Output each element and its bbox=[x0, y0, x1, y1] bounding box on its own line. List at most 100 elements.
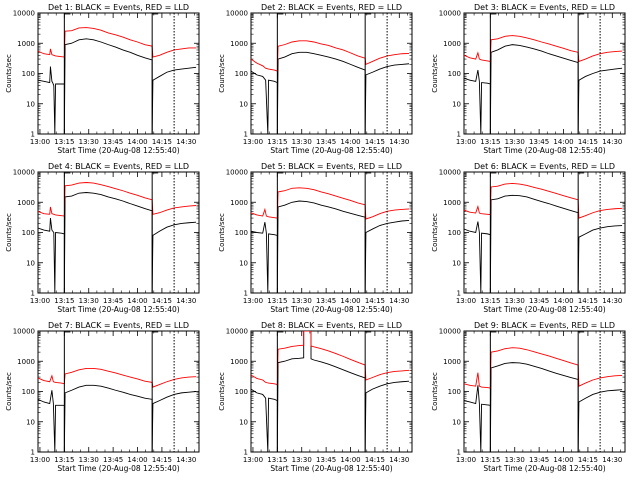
y-tick-label: 10 bbox=[26, 259, 35, 267]
y-axis-label: Counts/sec bbox=[5, 372, 13, 411]
x-tick-label: 13:45 bbox=[103, 138, 123, 146]
panel-title: Det 5: BLACK = Events, RED = LLD bbox=[261, 162, 402, 171]
x-tick-label: 13:00 bbox=[456, 456, 476, 464]
x-tick-label: 13:45 bbox=[103, 297, 123, 305]
x-tick-label: 14:30 bbox=[389, 297, 409, 305]
x-tick-label: 13:15 bbox=[267, 297, 287, 305]
y-tick-label: 1000 bbox=[230, 358, 248, 366]
x-tick-label: 13:00 bbox=[243, 297, 263, 305]
panel-2: 1 10 100 1000 10000 13:00 13:15 13:30 13:45 14:00… bbox=[218, 3, 413, 155]
panel-9: 1 10 100 1000 10000 13:00 13:15 13:30 13:45 14:00… bbox=[431, 321, 626, 473]
y-tick-label: 10000 bbox=[13, 10, 35, 18]
y-axis-label: Counts/sec bbox=[218, 213, 226, 252]
y-tick-label: 100 bbox=[235, 229, 248, 237]
series-lld-line bbox=[38, 367, 197, 388]
series-lld-line bbox=[38, 27, 197, 58]
y-tick-label: 1 bbox=[31, 290, 35, 298]
x-tick-label: 13:45 bbox=[529, 456, 549, 464]
series-lld-line bbox=[251, 40, 410, 72]
x-tick-label: 14:00 bbox=[553, 138, 573, 146]
y-tick-label: 100 bbox=[235, 70, 248, 78]
y-tick-label: 1000 bbox=[17, 40, 35, 48]
series-events-line bbox=[38, 38, 197, 134]
y-tick-label: 1000 bbox=[230, 199, 248, 207]
x-tick-label: 13:15 bbox=[54, 297, 74, 305]
x-tick-label: 14:00 bbox=[127, 297, 147, 305]
x-tick-label: 13:15 bbox=[480, 297, 500, 305]
panel-title: Det 6: BLACK = Events, RED = LLD bbox=[474, 162, 615, 171]
plot-frame bbox=[37, 330, 200, 453]
series-events-line bbox=[464, 44, 623, 134]
x-tick-label: 14:15 bbox=[578, 297, 598, 305]
y-tick-label: 10000 bbox=[226, 328, 248, 336]
x-tick-label: 14:15 bbox=[578, 138, 598, 146]
y-tick-label: 100 bbox=[235, 388, 248, 396]
y-tick-label: 10 bbox=[26, 418, 35, 426]
panel-4: 1 10 100 1000 10000 13:00 13:15 13:30 13:45 14:00… bbox=[5, 162, 200, 314]
x-tick-label: 13:30 bbox=[292, 456, 312, 464]
x-tick-label: 13:00 bbox=[243, 138, 263, 146]
plot-frame bbox=[250, 330, 413, 453]
y-tick-label: 10000 bbox=[439, 169, 461, 177]
y-tick-label: 10 bbox=[452, 259, 461, 267]
x-tick-label: 14:15 bbox=[365, 138, 385, 146]
series-events-line bbox=[251, 200, 410, 293]
series-events-line bbox=[251, 331, 410, 452]
x-tick-label: 14:30 bbox=[389, 456, 409, 464]
panel-6: 1 10 100 1000 10000 13:00 13:15 13:30 13:45 14:00… bbox=[431, 162, 626, 314]
y-tick-label: 10000 bbox=[439, 328, 461, 336]
x-axis-label: Start Time (20-Aug-08 12:55:40) bbox=[483, 305, 605, 314]
x-tick-label: 13:45 bbox=[103, 456, 123, 464]
x-tick-label: 13:30 bbox=[505, 138, 525, 146]
x-tick-label: 13:00 bbox=[30, 138, 50, 146]
y-tick-label: 1 bbox=[244, 131, 248, 139]
panel-title: Det 1: BLACK = Events, RED = LLD bbox=[48, 3, 189, 12]
x-tick-label: 14:00 bbox=[340, 297, 360, 305]
x-axis-label: Start Time (20-Aug-08 12:55:40) bbox=[57, 305, 179, 314]
x-tick-label: 13:00 bbox=[30, 297, 50, 305]
y-tick-label: 1000 bbox=[443, 40, 461, 48]
y-tick-label: 100 bbox=[448, 70, 461, 78]
series-lld-line bbox=[464, 35, 623, 63]
y-tick-label: 1 bbox=[31, 131, 35, 139]
y-axis-label: Counts/sec bbox=[431, 213, 439, 252]
y-tick-label: 1000 bbox=[443, 199, 461, 207]
y-tick-label: 100 bbox=[22, 70, 35, 78]
x-tick-label: 14:15 bbox=[365, 456, 385, 464]
x-tick-label: 13:30 bbox=[292, 138, 312, 146]
x-tick-label: 13:30 bbox=[79, 138, 99, 146]
x-axis-label: Start Time (20-Aug-08 12:55:40) bbox=[483, 464, 605, 473]
x-tick-label: 13:15 bbox=[54, 138, 74, 146]
x-tick-label: 13:15 bbox=[480, 456, 500, 464]
x-tick-label: 14:30 bbox=[602, 297, 622, 305]
plot-frame bbox=[37, 12, 200, 135]
x-tick-label: 13:45 bbox=[316, 297, 336, 305]
y-tick-label: 10000 bbox=[13, 169, 35, 177]
panel-title: Det 4: BLACK = Events, RED = LLD bbox=[48, 162, 189, 171]
y-tick-label: 10 bbox=[239, 100, 248, 108]
y-tick-label: 1000 bbox=[17, 199, 35, 207]
y-tick-label: 10000 bbox=[13, 328, 35, 336]
x-tick-label: 14:00 bbox=[127, 138, 147, 146]
plot-frame bbox=[37, 171, 200, 294]
x-axis-label: Start Time (20-Aug-08 12:55:40) bbox=[270, 305, 392, 314]
x-tick-label: 14:00 bbox=[340, 456, 360, 464]
panel-title: Det 8: BLACK = Events, RED = LLD bbox=[261, 321, 402, 330]
panel-title: Det 9: BLACK = Events, RED = LLD bbox=[474, 321, 615, 330]
y-tick-label: 1 bbox=[457, 131, 461, 139]
x-tick-label: 14:00 bbox=[127, 456, 147, 464]
y-tick-label: 10000 bbox=[226, 10, 248, 18]
series-events-line bbox=[38, 192, 197, 293]
panel-8: 1 10 100 1000 10000 13:00 13:15 13:30 13:45 14:00… bbox=[218, 321, 413, 473]
x-tick-label: 14:00 bbox=[340, 138, 360, 146]
x-tick-label: 14:30 bbox=[389, 138, 409, 146]
y-axis-label: Counts/sec bbox=[431, 372, 439, 411]
x-tick-label: 13:45 bbox=[529, 297, 549, 305]
y-tick-label: 100 bbox=[22, 229, 35, 237]
x-tick-label: 14:30 bbox=[176, 297, 196, 305]
plot-frame bbox=[250, 12, 413, 135]
series-lld-line bbox=[464, 182, 623, 219]
y-tick-label: 10 bbox=[452, 100, 461, 108]
x-axis-label: Start Time (20-Aug-08 12:55:40) bbox=[57, 146, 179, 155]
